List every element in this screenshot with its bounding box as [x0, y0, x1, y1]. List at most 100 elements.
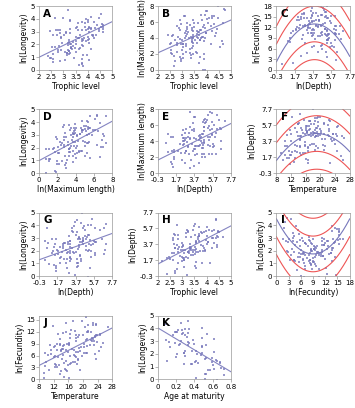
- Point: [192, 262, 197, 269]
- Point: [70, 228, 76, 235]
- Point: [80, 118, 85, 124]
- Point: [192, 359, 198, 366]
- Point: [159, 257, 165, 264]
- Point: [84, 328, 90, 335]
- Point: [185, 248, 191, 255]
- Point: [47, 28, 53, 34]
- Point: [203, 371, 209, 377]
- Point: [319, 104, 325, 110]
- Point: [67, 248, 72, 254]
- Point: [304, 126, 309, 133]
- Point: [305, 160, 311, 166]
- Point: [208, 23, 214, 29]
- Point: [201, 124, 206, 131]
- Point: [80, 126, 85, 133]
- Point: [67, 250, 72, 256]
- Point: [67, 30, 73, 36]
- Point: [311, 246, 317, 253]
- Point: [308, 239, 313, 246]
- Point: [101, 251, 106, 258]
- Point: [84, 342, 89, 349]
- Point: [206, 137, 211, 144]
- Point: [81, 341, 87, 348]
- Point: [313, 125, 318, 132]
- Point: [85, 248, 91, 254]
- Point: [333, 272, 339, 279]
- Point: [188, 234, 193, 241]
- Point: [60, 343, 66, 349]
- Point: [299, 246, 304, 253]
- Point: [63, 319, 69, 326]
- Point: [333, 31, 339, 38]
- Point: [220, 41, 226, 47]
- Point: [71, 143, 77, 150]
- Point: [184, 26, 190, 33]
- Point: [193, 348, 199, 355]
- Point: [70, 159, 76, 165]
- Point: [178, 54, 183, 61]
- Point: [182, 149, 188, 156]
- Point: [312, 102, 318, 109]
- Point: [317, 18, 322, 24]
- Point: [309, 5, 315, 11]
- Point: [286, 148, 292, 154]
- Point: [67, 254, 73, 260]
- Point: [75, 236, 80, 242]
- Point: [209, 245, 215, 251]
- Point: [58, 35, 64, 42]
- Point: [164, 271, 170, 277]
- Point: [190, 120, 196, 126]
- Point: [188, 361, 194, 367]
- Point: [180, 247, 186, 254]
- Point: [321, 242, 327, 248]
- Point: [319, 32, 325, 39]
- Point: [207, 367, 213, 373]
- Point: [283, 137, 288, 144]
- Point: [70, 227, 75, 234]
- Point: [330, 131, 335, 138]
- Point: [79, 148, 85, 155]
- Point: [308, 247, 314, 254]
- Point: [290, 229, 295, 236]
- Point: [177, 27, 182, 33]
- Point: [61, 122, 67, 129]
- Point: [191, 227, 196, 233]
- Point: [93, 351, 98, 357]
- Point: [175, 33, 180, 40]
- Point: [187, 134, 193, 141]
- Point: [49, 347, 54, 354]
- Point: [213, 151, 219, 157]
- Point: [331, 137, 337, 143]
- Point: [177, 340, 183, 347]
- Point: [199, 151, 204, 157]
- Point: [193, 249, 198, 256]
- Point: [99, 144, 104, 151]
- Point: [88, 329, 94, 336]
- Point: [307, 257, 312, 264]
- Point: [49, 55, 54, 61]
- Point: [306, 257, 312, 264]
- Point: [84, 234, 90, 241]
- Point: [311, 255, 316, 262]
- Point: [184, 24, 190, 31]
- Point: [318, 42, 324, 49]
- Point: [288, 30, 294, 37]
- Point: [185, 254, 191, 261]
- Point: [297, 22, 302, 29]
- Point: [69, 41, 74, 47]
- Point: [58, 47, 64, 53]
- Point: [292, 242, 297, 248]
- Point: [290, 27, 296, 34]
- Point: [300, 251, 305, 257]
- Point: [307, 141, 313, 148]
- Point: [322, 256, 328, 263]
- Point: [192, 114, 197, 121]
- Point: [61, 374, 67, 380]
- Point: [185, 338, 191, 345]
- Point: [187, 244, 193, 250]
- Point: [308, 30, 314, 37]
- Point: [76, 263, 81, 269]
- Point: [185, 144, 191, 150]
- Point: [185, 249, 191, 255]
- Point: [191, 341, 197, 348]
